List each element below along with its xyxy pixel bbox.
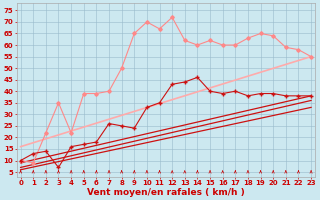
X-axis label: Vent moyen/en rafales ( km/h ): Vent moyen/en rafales ( km/h )	[87, 188, 245, 197]
